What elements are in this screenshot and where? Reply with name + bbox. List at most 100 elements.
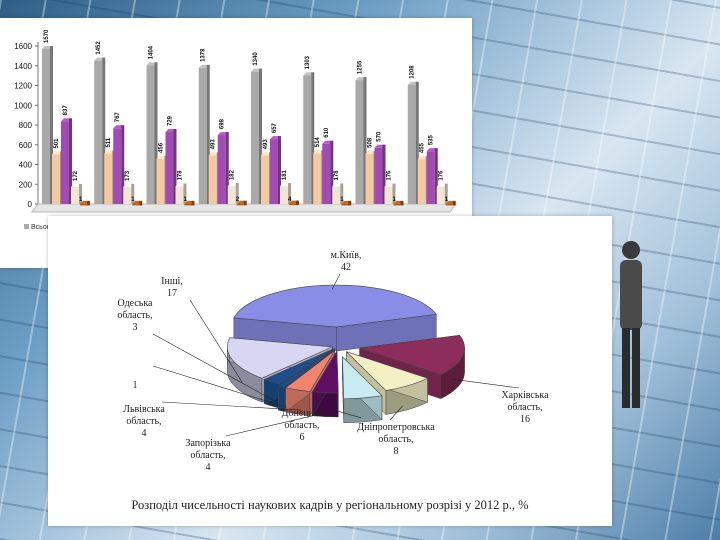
bar-side (235, 183, 239, 204)
bar (332, 186, 341, 204)
bar-side (79, 184, 82, 204)
bar-side (131, 183, 135, 204)
pie-label-line: Інші, (161, 276, 183, 287)
bar-value-label: 1 (131, 197, 135, 203)
bar-value-label: 1255 (358, 60, 364, 74)
bar-value-label: 493 (211, 139, 217, 150)
bar (94, 60, 103, 204)
bar-side (311, 72, 315, 204)
bar-side (87, 200, 90, 206)
bar-side (183, 183, 187, 204)
bar-side (191, 200, 195, 206)
bar (217, 135, 226, 204)
bar (80, 203, 87, 206)
bar (384, 186, 393, 204)
bar-value-label: 837 (63, 105, 69, 116)
pie-leader-line (331, 273, 341, 290)
bar-side (434, 148, 438, 204)
bar (198, 67, 207, 204)
bar-side (363, 77, 367, 204)
pie-slice-label: Одеська область, 3 (117, 298, 153, 333)
bar-side (259, 68, 262, 204)
pie-leader-line (225, 412, 327, 437)
bar-value-label: 729 (168, 115, 174, 126)
bar (184, 203, 192, 206)
bar-value-label: 181 (282, 169, 288, 180)
bar-value-label: 514 (315, 137, 321, 148)
pie-slice-label: Запорізька область, 4 (185, 438, 231, 473)
bar-value-label: 178 (178, 170, 184, 181)
bar-side (296, 200, 299, 206)
bar-value-label: 570 (377, 131, 383, 142)
pie-slice-label: Львівська область, 4 (123, 404, 165, 439)
bar-value-label: 1452 (96, 41, 102, 55)
pie-label-line: 16 (520, 414, 530, 425)
y-tick-label: 800 (19, 121, 33, 130)
bar-value-label: 1303 (305, 55, 311, 69)
y-tick-label: 600 (19, 141, 33, 150)
pie-chart-panel: м.Київ, 42 Харківська область, 16 Дніпропетро… (48, 216, 612, 526)
bar-value-label: 1 (445, 197, 449, 203)
pie-label-line: область, (507, 402, 542, 413)
pie-slice-label: Інші, 17 (161, 276, 183, 299)
pie-leader-line (189, 299, 243, 383)
pie-slice-label: м.Київ, 42 (331, 250, 362, 273)
y-tick-label: 0 (28, 200, 33, 209)
bar-value-label: 4 (288, 197, 292, 203)
bar (280, 186, 288, 204)
bar (165, 132, 174, 204)
bar-side (139, 200, 143, 206)
bar-value-label: 182 (230, 169, 236, 180)
pie-slice (311, 349, 339, 394)
pie-label-line: Донецька (282, 408, 323, 419)
bar-value-label: 508 (368, 137, 374, 148)
bar-side (173, 129, 177, 204)
legend-swatch (24, 224, 29, 229)
pie-label-line: 8 (394, 446, 399, 457)
bar (71, 187, 79, 204)
pie-label-line: Львівська (123, 404, 165, 415)
bar-value-label: 501 (54, 138, 60, 149)
bar-value-label: 455 (420, 142, 426, 153)
bar (417, 159, 426, 204)
bar-value-label: 1 (340, 197, 344, 203)
bar-side (382, 144, 386, 204)
pie-label-line: 3 (133, 322, 138, 333)
bar (322, 143, 331, 204)
bar-value-label: 767 (115, 112, 121, 123)
bar-side (206, 64, 210, 204)
pie-leader-line (389, 405, 403, 421)
pie-leader-line (319, 405, 362, 419)
pie-slice-label: 1 (133, 380, 138, 391)
pie-slice (263, 348, 335, 385)
bar (208, 155, 217, 204)
bar (407, 84, 416, 204)
bar-side (50, 45, 53, 205)
bar (61, 121, 69, 204)
bar (436, 186, 445, 204)
bar-side (415, 81, 419, 204)
bar (227, 186, 236, 204)
bar (393, 203, 401, 206)
pie-label-line: Дніпропетровська (357, 422, 435, 433)
pie-leader-line (152, 333, 279, 403)
pie-label-line: 42 (341, 262, 351, 273)
pie-slice-label: Дніпропетровська область, 8 (357, 422, 435, 457)
bar-value-label: 1404 (149, 45, 155, 59)
bar (52, 154, 60, 204)
pie-slice (284, 350, 335, 392)
pie-leader-line (452, 378, 520, 389)
bar (445, 203, 453, 206)
bar-side (121, 125, 125, 204)
pie-label-line: 4 (142, 428, 147, 439)
pie-label-line: 6 (300, 432, 305, 443)
legend-label: Всього (31, 224, 53, 231)
pie-label-line: м.Київ, (331, 250, 362, 261)
bar (270, 139, 278, 204)
bar-value-label: 178 (334, 170, 340, 181)
bar-value-label: 657 (272, 122, 278, 133)
pie-slice (226, 337, 334, 379)
bar-side (288, 183, 291, 204)
bar (426, 151, 435, 204)
